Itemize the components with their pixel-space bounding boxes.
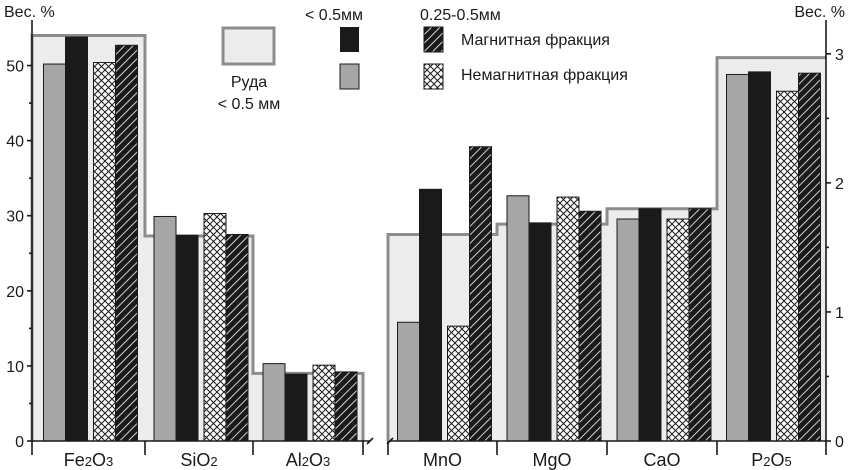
- left-axis-label: Вес. %: [4, 4, 55, 21]
- bar-MnO-mag_lt05: [419, 188, 442, 442]
- legend-ore-swatch: [221, 26, 276, 66]
- left-tick-label-20: 20: [6, 284, 24, 301]
- bar-CaO-mag_lt05: [638, 208, 662, 442]
- bar-Fe2O3-mag_lt05: [65, 36, 88, 442]
- bar-MnO-nonmag_lt05: [397, 321, 420, 442]
- bar-SiO2-nonmag_025_05: [203, 212, 227, 442]
- category-label-SiO2: SiO2: [180, 450, 217, 470]
- bar-Fe2O3-nonmag_lt05: [43, 63, 66, 442]
- ore-area-right: [388, 57, 826, 441]
- legend: Руда < 0.5 мм < 0.5мм 0.25-0.5мм Магнитн…: [218, 7, 628, 113]
- category-label-P2O5: P2O5: [751, 450, 792, 470]
- category-label-Al2O3: Al2O3: [286, 450, 331, 470]
- left-tick-label-40: 40: [6, 134, 24, 151]
- right-tick-label-1: 1: [835, 305, 844, 322]
- legend-mag-lt05-swatch: [340, 27, 359, 52]
- bar-MgO-mag_lt05: [528, 222, 552, 442]
- bar-SiO2-mag_025_05: [225, 234, 249, 442]
- bar-SiO2-nonmag_lt05: [153, 215, 177, 442]
- bar-Al2O3-mag_lt05: [284, 373, 308, 442]
- bar-MgO-nonmag_lt05: [506, 195, 530, 442]
- bars-layer: [43, 36, 821, 442]
- bar-Al2O3-nonmag_lt05: [262, 363, 286, 442]
- left-tick-label-10: 10: [6, 359, 24, 376]
- left-tick-label-30: 30: [6, 209, 24, 226]
- right-tick-label-0: 0: [835, 434, 844, 451]
- legend-ore-label-line1: Руда: [231, 74, 267, 91]
- legend-nonmag-025-swatch: [423, 63, 444, 90]
- legend-magnetic-label: Магнитная фракция: [461, 32, 610, 49]
- bar-Fe2O3-nonmag_025_05: [93, 62, 116, 442]
- axes-layer: 0 10 20 30 40 50 0 1 2 3: [6, 20, 844, 455]
- bar-CaO-mag_025_05: [688, 208, 712, 442]
- legend-size-025-05: 0.25-0.5мм: [420, 7, 501, 24]
- legend-nonmag-lt05-swatch: [339, 63, 360, 90]
- category-label-Fe2O3: Fe2O3: [64, 450, 114, 470]
- left-tick-label-50: 50: [6, 59, 24, 76]
- legend-nonmagnetic-label: Немагнитная фракция: [461, 67, 628, 84]
- legend-ore-label-line2: < 0.5 мм: [218, 96, 280, 113]
- category-label-CaO: CaO: [643, 450, 680, 470]
- bar-CaO-nonmag_lt05: [616, 218, 640, 442]
- legend-size-lt05: < 0.5мм: [305, 7, 363, 24]
- axis-break-mark-1: [366, 437, 374, 445]
- right-tick-label-3: 3: [835, 47, 844, 64]
- category-label-MnO: MnO: [423, 450, 462, 470]
- bar-P2O5-mag_025_05: [798, 72, 821, 442]
- bar-Fe2O3-mag_025_05: [115, 44, 138, 442]
- bar-MnO-nonmag_025_05: [447, 325, 470, 442]
- bar-CaO-nonmag_025_05: [666, 218, 690, 442]
- category-label-MgO: MgO: [532, 450, 571, 470]
- left-tick-label-0: 0: [15, 434, 24, 451]
- bar-P2O5-nonmag_025_05: [776, 90, 799, 442]
- bar-MgO-nonmag_025_05: [556, 196, 580, 442]
- bar-MnO-mag_025_05: [469, 146, 492, 442]
- bar-Al2O3-nonmag_025_05: [312, 364, 336, 442]
- legend-mag-025-swatch: [423, 26, 444, 53]
- bar-P2O5-nonmag_lt05: [726, 73, 749, 442]
- right-axis-label: Вес. %: [794, 4, 845, 21]
- bar-SiO2-mag_lt05: [175, 234, 199, 442]
- bar-P2O5-mag_lt05: [748, 71, 771, 442]
- bar-Al2O3-mag_025_05: [334, 371, 358, 442]
- bar-MgO-mag_025_05: [578, 210, 602, 442]
- category-labels-layer: Fe2O3 SiO2 Al2O3 MnO MgO CaO P2O5: [64, 450, 792, 470]
- right-tick-label-2: 2: [835, 176, 844, 193]
